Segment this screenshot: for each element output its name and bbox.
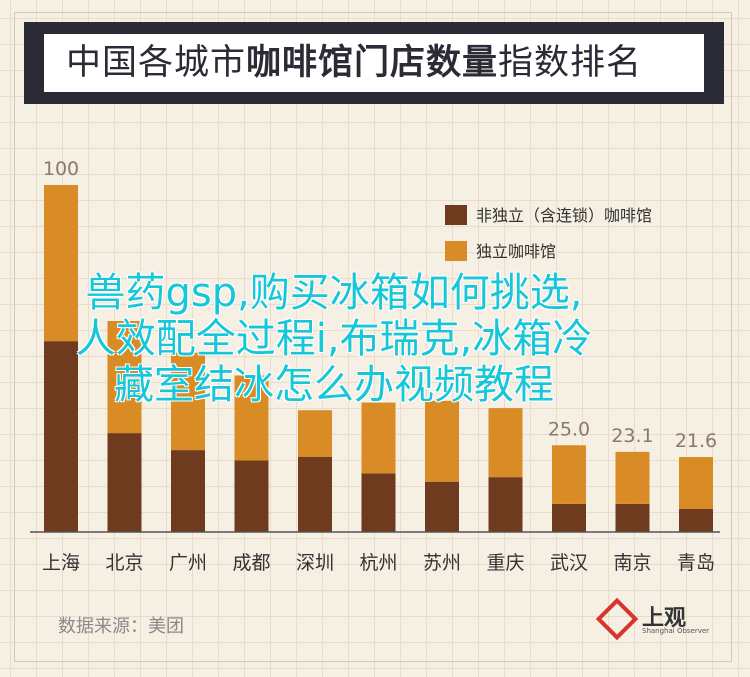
x-tick-label-1: 北京 [105,552,143,574]
bar-chain-3 [234,460,269,532]
total-label-8: 25.0 [548,418,590,440]
data-source-note: 数据来源：美团 [58,616,184,637]
bar-chain-6 [425,481,459,532]
bar-independent-2 [171,352,205,451]
legend-label-1: 独立咖啡馆 [476,242,556,261]
bar-chain-8 [552,503,586,532]
bar-chain-7 [488,477,523,532]
bar-chain-5 [361,473,396,532]
total-label-9: 23.1 [611,425,653,447]
logo-subtitle: Shanghai Observer [642,627,710,635]
watermark-line-2: 人效配全过程i,布瑞克,冰箱冷 [75,316,593,362]
x-tick-label-7: 重庆 [486,552,524,574]
legend-label-0: 非独立（含连锁）咖啡馆 [476,206,652,225]
bar-independent-8 [552,445,586,504]
bar-chain-0 [44,341,78,532]
legend-swatch-1 [445,241,467,261]
total-label-10: 21.6 [675,430,717,452]
bar-chain-10 [679,508,713,532]
bar-chain-1 [107,433,142,532]
title-bar: 中国各城市咖啡馆门店数量指数排名 [24,22,724,104]
total-label-0: 100 [43,158,79,180]
bar-chain-4 [298,456,332,532]
bar-independent-1 [107,321,142,434]
bar-independent-10 [679,457,713,509]
bar-independent-4 [298,410,332,457]
chart-frame [14,12,732,662]
watermark-overlay: 兽药gsp,购买冰箱如何挑选, 人效配全过程i,布瑞克,冰箱冷 藏室结冰怎么办视… [4,270,664,408]
x-tick-label-2: 广州 [169,552,207,574]
x-tick-label-5: 杭州 [359,552,397,574]
bar-independent-6 [425,400,459,482]
bar-independent-5 [361,402,396,474]
chart-title: 中国各城市咖啡馆门店数量指数排名 [44,34,704,92]
bar-independent-7 [488,408,523,478]
x-tick-label-0: 上海 [42,552,80,574]
x-tick-label-10: 青岛 [677,552,715,574]
watermark-line-1: 兽药gsp,购买冰箱如何挑选, [85,270,583,316]
bar-independent-0 [44,185,78,342]
x-tick-label-6: 苏州 [423,552,461,574]
x-tick-label-4: 深圳 [296,552,334,574]
x-tick-label-3: 成都 [232,552,270,574]
x-tick-label-8: 武汉 [550,552,588,574]
watermark-line-3: 藏室结冰怎么办视频教程 [114,362,554,408]
x-tick-label-9: 南京 [613,552,651,574]
bar-chain-9 [615,503,650,532]
bar-independent-9 [615,451,650,504]
legend-swatch-0 [445,205,467,225]
bar-chain-2 [171,450,205,532]
bar-independent-3 [234,375,269,461]
logo-name: 上观 [642,605,687,631]
